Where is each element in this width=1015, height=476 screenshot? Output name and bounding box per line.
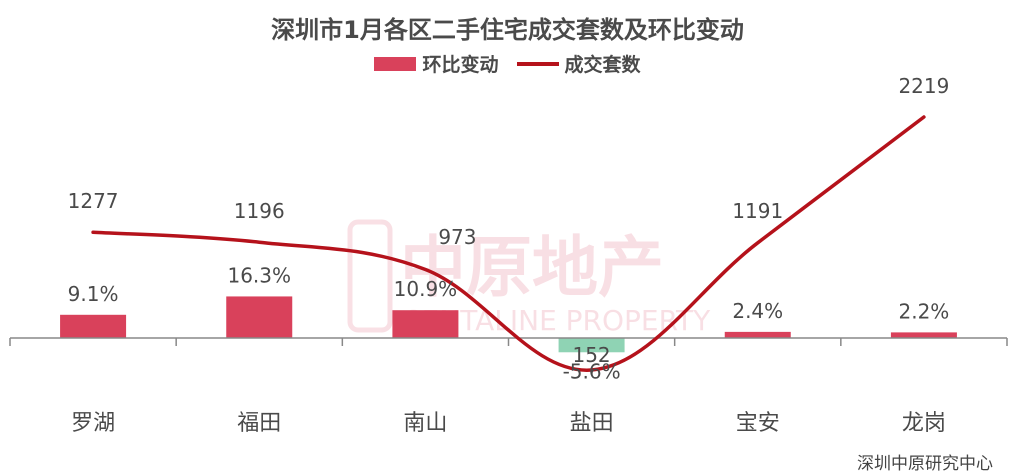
chart-title: 深圳市1月各区二手住宅成交套数及环比变动: [271, 16, 744, 44]
x-tick-label-罗湖: 罗湖: [71, 411, 115, 436]
watermark-logo: [347, 219, 393, 333]
bar-宝安: [724, 331, 791, 338]
series-line-成交套数: [91, 115, 926, 372]
bar-label-福田: 16.3%: [227, 263, 291, 287]
watermark-cn: 中原地产: [400, 229, 664, 306]
line-label-龙岗: 2219: [898, 74, 949, 98]
bar-福田: [226, 296, 293, 338]
legend-bar-label: 环比变动: [422, 54, 499, 76]
bars-layer: [60, 296, 957, 353]
bar-label-罗湖: 9.1%: [68, 282, 119, 306]
labels-layer: 9.1% 罗湖 16.3% 福田 10.9% 南山 -5.6% 盐田 2.4% 宝安 2.2% 龙岗 1…: [68, 74, 950, 436]
line-label-罗湖: 1277: [68, 189, 119, 213]
bar-label-盐田: -5.6%: [563, 359, 621, 383]
x-tick-label-南山: 南山: [403, 411, 447, 436]
line-label-南山: 973: [438, 225, 476, 249]
x-axis-ticks: [9, 338, 1008, 346]
line-label-福田: 1196: [234, 199, 285, 223]
x-tick-label-盐田: 盐田: [570, 411, 614, 436]
bar-label-宝安: 2.4%: [732, 299, 783, 323]
bar-label-南山: 10.9%: [394, 277, 458, 301]
legend-line-label: 成交套数: [564, 54, 641, 76]
bar-南山: [392, 310, 459, 338]
legend: 环比变动 成交套数: [0, 50, 1015, 77]
legend-item-bar: 环比变动: [374, 50, 499, 77]
x-tick-label-宝安: 宝安: [736, 411, 780, 436]
line-label-盐田: 152: [572, 343, 610, 367]
legend-line-swatch: [516, 61, 559, 66]
bar-龙岗: [890, 332, 957, 338]
line-label-宝安: 1191: [732, 199, 783, 223]
x-tick-label-龙岗: 龙岗: [902, 411, 946, 436]
legend-bar-swatch: [374, 56, 417, 71]
bar-label-龙岗: 2.2%: [899, 299, 950, 323]
legend-item-line: 成交套数: [516, 50, 641, 77]
bar-盐田: [558, 338, 625, 353]
source-note: 深圳中原研究中心: [857, 454, 993, 474]
bar-罗湖: [60, 314, 127, 338]
x-tick-label-福田: 福田: [237, 411, 281, 436]
